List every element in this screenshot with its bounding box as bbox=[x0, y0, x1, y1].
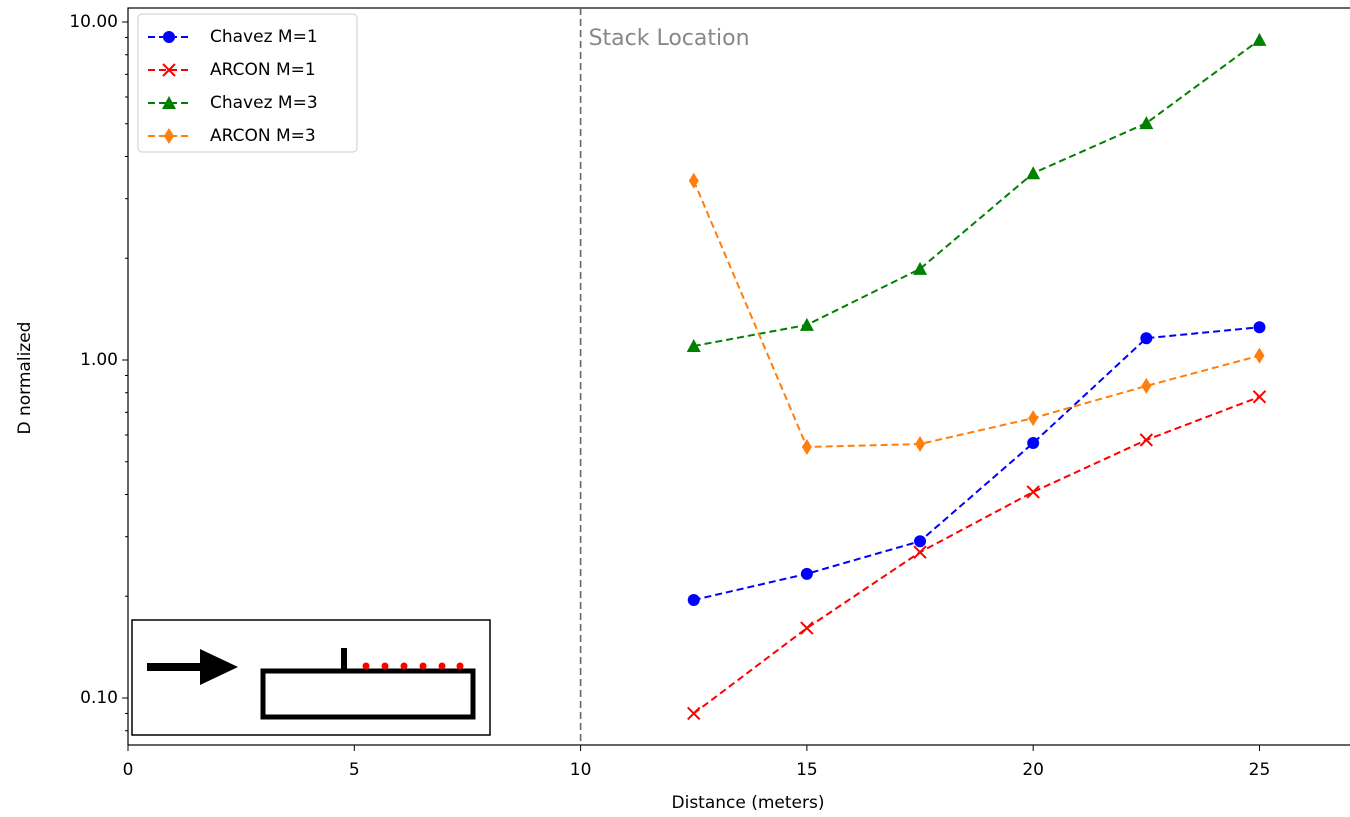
marker bbox=[799, 317, 814, 331]
marker bbox=[1254, 347, 1265, 364]
legend-label: Chavez M=3 bbox=[210, 93, 318, 113]
marker bbox=[1252, 32, 1267, 46]
legend-label: Chavez M=1 bbox=[210, 27, 318, 47]
y-tick-label: 10.00 bbox=[69, 12, 118, 32]
building bbox=[260, 668, 476, 720]
x-tick-label: 0 bbox=[123, 760, 134, 780]
marker bbox=[1026, 166, 1041, 180]
marker bbox=[1027, 437, 1040, 450]
x-axis-label: Distance (meters) bbox=[672, 793, 825, 813]
annotation: Stack Location bbox=[589, 26, 750, 51]
marker bbox=[913, 545, 927, 559]
marker bbox=[800, 567, 813, 580]
y-tick-label: 0.10 bbox=[80, 688, 118, 708]
marker bbox=[1140, 332, 1153, 345]
legend-label: ARCON M=3 bbox=[210, 126, 316, 146]
marker bbox=[687, 593, 700, 606]
inset-diagram bbox=[131, 619, 491, 736]
y-tick-label: 1.00 bbox=[80, 350, 118, 370]
legend-frame bbox=[137, 13, 358, 153]
marker bbox=[1026, 485, 1040, 499]
marker bbox=[1252, 390, 1267, 404]
marker bbox=[914, 535, 927, 548]
marker bbox=[688, 172, 699, 189]
marker bbox=[686, 339, 701, 353]
marker bbox=[801, 438, 812, 455]
marker bbox=[163, 31, 175, 43]
marker bbox=[800, 621, 814, 635]
x-tick-label: 25 bbox=[1249, 760, 1271, 780]
legend-label: ARCON M=1 bbox=[210, 60, 316, 80]
legend: Chavez M=1 ARCON M=1 Chavez M=3 ARCON M=3 bbox=[137, 13, 358, 153]
marker bbox=[162, 96, 176, 109]
marker bbox=[162, 63, 176, 77]
series-line bbox=[693, 39, 1261, 347]
series-line bbox=[692, 180, 1260, 448]
marker bbox=[687, 706, 701, 721]
series-line bbox=[693, 395, 1260, 715]
marker bbox=[1139, 433, 1154, 447]
marker bbox=[915, 436, 926, 453]
plot-frame bbox=[127, 7, 1350, 746]
x-tick-label: 5 bbox=[349, 760, 360, 780]
marker bbox=[913, 261, 928, 275]
receptor-dots bbox=[362, 662, 464, 670]
wind-arrow-head bbox=[200, 649, 238, 685]
x-tick-label: 20 bbox=[1022, 760, 1044, 780]
marker bbox=[1139, 116, 1154, 130]
marker bbox=[164, 128, 174, 144]
series-line bbox=[693, 326, 1260, 601]
marker bbox=[1141, 377, 1152, 394]
marker bbox=[1028, 410, 1039, 427]
y-axis-label: D normalized bbox=[15, 322, 35, 435]
x-tick-label: 10 bbox=[570, 760, 592, 780]
x-tick-label: 15 bbox=[796, 760, 818, 780]
marker bbox=[1253, 321, 1266, 334]
